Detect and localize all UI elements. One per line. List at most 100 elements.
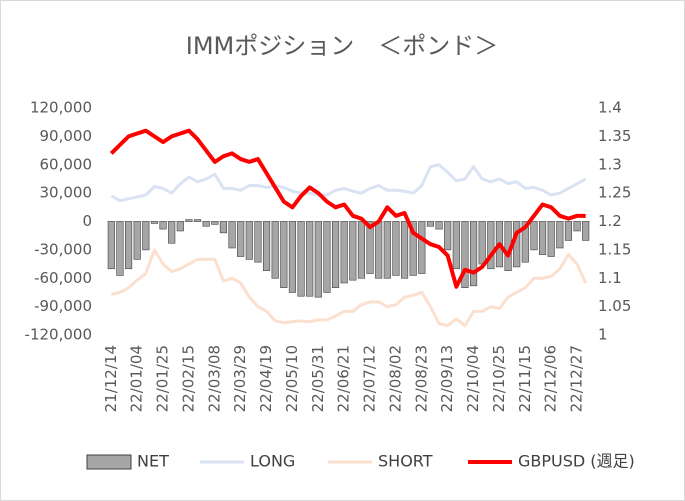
y2-tick-label: 1	[598, 326, 608, 344]
x-tick-label: 22/01/04	[128, 345, 146, 412]
bar	[237, 221, 245, 257]
y2-tick-label: 1.05	[598, 297, 631, 315]
y-tick-label: -60,000	[34, 269, 92, 287]
bar	[331, 221, 340, 289]
bar	[469, 221, 478, 287]
y2-tick-label: 1.15	[598, 240, 631, 258]
bar	[418, 221, 426, 274]
x-tick-label: 22/05/31	[309, 345, 327, 412]
bar	[383, 221, 391, 279]
x-tick-label: 22/01/25	[154, 345, 172, 412]
bar	[150, 221, 159, 224]
bar	[133, 221, 141, 260]
x-tick-label: 22/12/27	[568, 345, 586, 412]
y2-tick-label: 1.2	[598, 212, 622, 230]
bar	[202, 221, 210, 227]
y-tick-label: 0	[82, 212, 92, 230]
x-tick-label: 22/02/15	[179, 345, 197, 412]
x-tick-label: 22/07/12	[361, 345, 379, 412]
x-tick-label: 21/12/14	[102, 345, 120, 412]
x-tick-label: 22/08/23	[412, 345, 430, 412]
y2-tick-label: 1.35	[598, 127, 631, 145]
x-tick-label: 22/09/13	[438, 345, 456, 412]
bar	[521, 221, 529, 263]
y-tick-label: -30,000	[34, 240, 92, 258]
x-tick-label: 22/06/21	[335, 345, 353, 412]
y-tick-label: -90,000	[34, 297, 92, 315]
bar	[478, 221, 486, 265]
legend-label: LONG	[250, 452, 295, 471]
bar	[228, 221, 236, 249]
y2-tick-label: 1.3	[598, 155, 622, 173]
x-tick-label: 22/08/02	[386, 345, 404, 412]
bar	[556, 221, 564, 249]
legend: NET LONG SHORT GBPUSD (週足)	[86, 452, 635, 471]
line-series	[109, 128, 586, 289]
bar	[193, 219, 202, 222]
bar	[375, 221, 383, 279]
bar	[452, 221, 460, 270]
bar	[340, 221, 348, 284]
bar	[357, 221, 366, 279]
bar	[219, 221, 228, 234]
legend-swatch	[86, 454, 132, 470]
y2-tick-label: 1.1	[598, 269, 622, 287]
bar	[116, 221, 124, 276]
bar	[366, 221, 374, 274]
x-tick-label: 22/03/29	[231, 345, 249, 412]
bar	[168, 221, 176, 244]
bar	[426, 221, 435, 227]
bar	[107, 221, 115, 270]
bar	[323, 221, 331, 293]
bar	[582, 221, 590, 241]
bar	[211, 221, 219, 225]
bar	[262, 221, 271, 271]
x-tick-label: 22/10/25	[490, 345, 508, 412]
x-tick-label: 22/12/06	[542, 345, 560, 412]
y-tick-label: 60,000	[40, 155, 93, 173]
bar	[547, 221, 555, 257]
chart-title: IMMポジション ＜ポンド＞	[186, 32, 499, 60]
bar	[185, 219, 193, 222]
bar	[142, 221, 150, 251]
line-series	[110, 163, 587, 203]
bar	[349, 221, 357, 281]
x-tick-label: 22/04/19	[257, 345, 275, 412]
y2-tick-label: 1.4	[598, 99, 622, 117]
bar	[314, 221, 322, 298]
x-tick-label: 22/05/10	[283, 345, 301, 412]
bar	[176, 221, 184, 232]
bar	[297, 221, 305, 297]
bar	[538, 221, 547, 255]
bar	[288, 221, 297, 293]
bar	[573, 221, 581, 232]
bar	[444, 221, 452, 251]
legend-label: NET	[137, 452, 169, 471]
y-tick-label: 90,000	[40, 127, 93, 145]
bar	[564, 221, 573, 241]
bar	[461, 221, 469, 289]
bar	[400, 221, 409, 279]
bar	[254, 221, 262, 263]
bar	[306, 221, 314, 297]
legend-label: GBPUSD (週足)	[518, 452, 635, 471]
bar	[392, 221, 400, 276]
bar	[271, 221, 279, 279]
line-series	[110, 248, 588, 328]
bar	[409, 221, 417, 276]
bar	[245, 221, 253, 260]
bar	[124, 221, 133, 270]
x-tick-label: 22/11/15	[516, 345, 534, 412]
bar	[487, 221, 495, 270]
legend-label: SHORT	[378, 452, 433, 471]
bar	[435, 221, 443, 230]
y-tick-label: -120,000	[25, 326, 92, 344]
y-tick-label: 30,000	[40, 184, 93, 202]
x-tick-label: 22/10/04	[464, 345, 482, 412]
y-tick-label: 120,000	[30, 99, 92, 117]
bar	[530, 221, 538, 251]
x-tick-label: 22/03/08	[205, 345, 223, 412]
bar	[280, 221, 288, 289]
y2-tick-label: 1.25	[598, 184, 631, 202]
